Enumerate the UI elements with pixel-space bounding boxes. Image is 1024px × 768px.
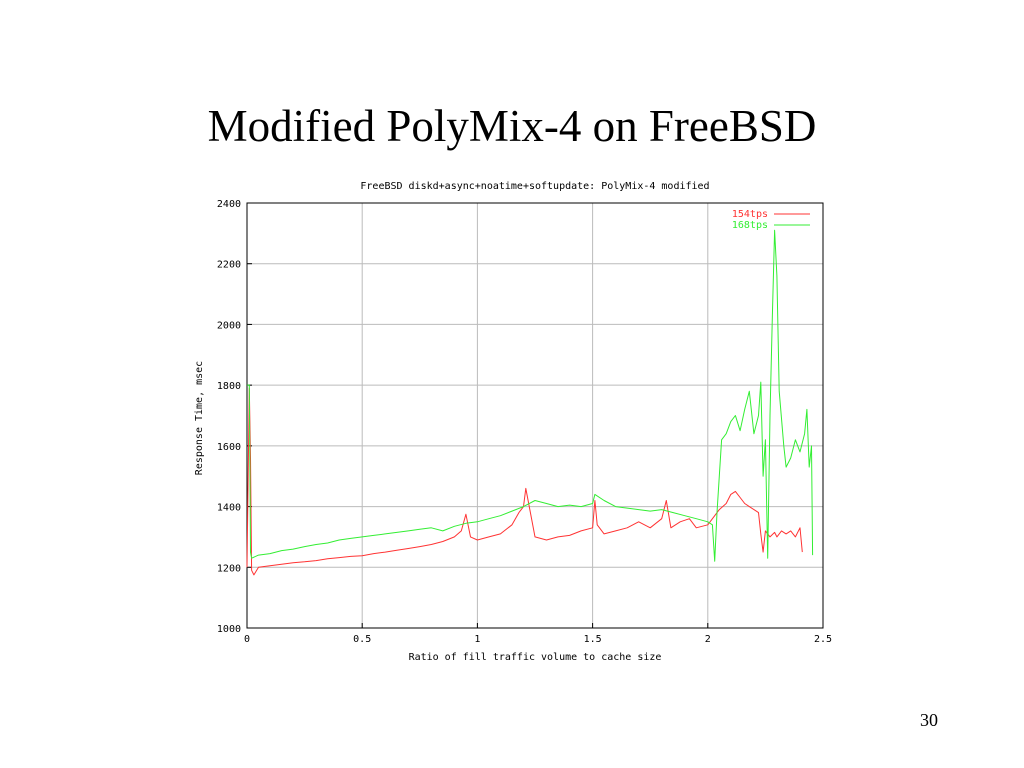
y-tick-label: 2000: [217, 320, 241, 331]
x-tick-label: 2: [705, 634, 711, 645]
y-tick-label: 1000: [217, 624, 241, 635]
x-axis-label: Ratio of fill traffic volume to cache si…: [409, 652, 662, 663]
x-tick-label: 0: [244, 634, 250, 645]
x-tick-label: 0.5: [353, 634, 371, 645]
slide-title: Modified PolyMix-4 on FreeBSD: [207, 101, 817, 151]
y-tick-label: 1800: [217, 381, 241, 392]
plot-frame: [246, 202, 824, 629]
y-tick-label: 2200: [217, 260, 241, 271]
series-line-154tps: [246, 387, 803, 576]
series-line-168tps: [247, 229, 814, 562]
y-axis-label: Response Time, msec: [194, 361, 205, 475]
y-tick-label: 2400: [217, 199, 241, 210]
legend-label-154tps: 154tps: [732, 209, 768, 220]
y-tick-label: 1600: [217, 442, 241, 453]
slide-number: 30: [920, 710, 938, 730]
grid-lines: [247, 203, 823, 628]
series-lines: [246, 229, 814, 576]
x-tick-label: 1: [474, 634, 480, 645]
chart-title: FreeBSD diskd+async+noatime+softupdate: …: [360, 181, 709, 192]
response-time-chart: FreeBSD diskd+async+noatime+softupdate: …: [194, 181, 832, 663]
x-tick-label: 2.5: [814, 634, 832, 645]
axis-ticks: 0 0.5 1 1.5 2 2.5 1000 1200 1400 1600 1800 2000 2200…: [217, 199, 832, 645]
x-tick-label: 1.5: [584, 634, 602, 645]
y-tick-label: 1400: [217, 503, 241, 514]
legend: 154tps 168tps: [732, 209, 810, 231]
legend-label-168tps: 168tps: [732, 220, 768, 231]
y-tick-label: 1200: [217, 563, 241, 574]
